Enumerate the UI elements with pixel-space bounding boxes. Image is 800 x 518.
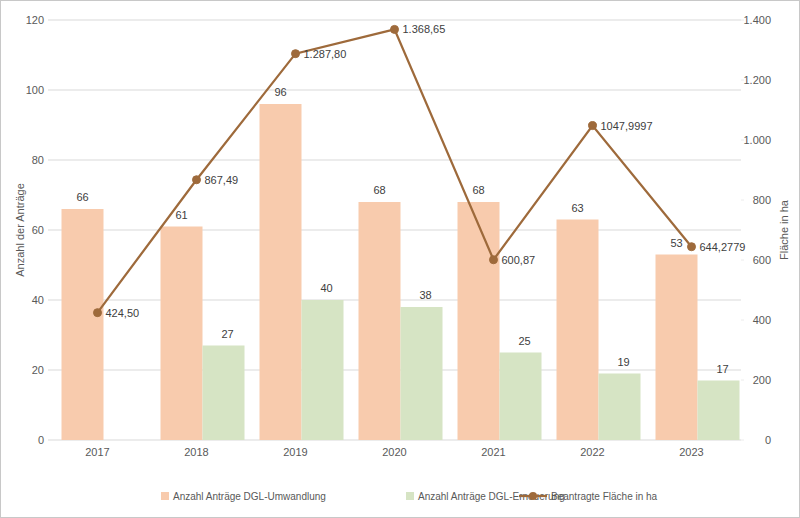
line-label: 1.368,65: [403, 23, 446, 35]
bar: [698, 381, 740, 441]
x-tick-label: 2018: [184, 446, 208, 458]
legend-marker: [529, 492, 537, 500]
line-marker: [94, 309, 102, 317]
line-label: 644,2779: [700, 241, 746, 253]
line-marker: [391, 25, 399, 33]
y-tick-label: 120: [26, 14, 44, 26]
bar: [458, 202, 500, 440]
bar-label: 19: [617, 356, 629, 368]
y2-axis-title: Fläche in ha: [778, 199, 790, 260]
x-tick-label: 2023: [679, 446, 703, 458]
bar: [161, 227, 203, 441]
line-marker: [589, 122, 597, 130]
y-tick-label: 100: [26, 84, 44, 96]
bar: [557, 220, 599, 441]
y2-tick: [741, 440, 744, 441]
legend-label: Anzahl Anträge DGL-Umwandlung: [173, 491, 326, 502]
bar-label: 25: [518, 335, 530, 347]
legend: Anzahl Anträge DGL-Umwandlung Anzahl Antr…: [161, 491, 658, 502]
y-tick-label: 60: [32, 224, 44, 236]
legend-swatch: [406, 492, 414, 500]
x-tick-label: 2019: [283, 446, 307, 458]
bar: [656, 255, 698, 441]
bar-label: 66: [76, 191, 88, 203]
bar-label: 27: [221, 328, 233, 340]
bar: [401, 307, 443, 440]
x-tick-label: 2021: [481, 446, 505, 458]
line-label: 1047,9997: [601, 120, 653, 132]
y2-tick-label: 200: [753, 374, 771, 386]
line-label: 1.287,80: [304, 48, 347, 60]
bar-label: 40: [320, 282, 332, 294]
line-marker: [193, 176, 201, 184]
line-label: 424,50: [106, 307, 140, 319]
line-marker: [688, 243, 696, 251]
line-label: 867,49: [205, 174, 239, 186]
y2-tick-label: 1.200: [743, 74, 771, 86]
y2-tick-label: 1.400: [743, 14, 771, 26]
bar-label: 68: [373, 184, 385, 196]
bar: [500, 353, 542, 441]
legend-swatch: [161, 492, 169, 500]
line-marker: [292, 50, 300, 58]
x-tick-label: 2020: [382, 446, 406, 458]
line-marker: [490, 256, 498, 264]
bar-label: 53: [670, 237, 682, 249]
bar: [359, 202, 401, 440]
bar: [302, 300, 344, 440]
y2-tick-label: 600: [753, 254, 771, 266]
y-tick-label: 80: [32, 154, 44, 166]
x-tick-label: 2022: [580, 446, 604, 458]
legend-label: Anzahl Anträge DGL-Erneuerung: [418, 491, 565, 502]
data-labels: 66 61 96 68 68 63 53 27 40 38 25 19 17 424,50 867,49 1.…: [76, 23, 745, 374]
bar: [62, 209, 104, 440]
y2-tick-label: 0: [765, 434, 771, 446]
bar: [260, 104, 302, 440]
chart-frame: [1, 1, 800, 518]
grid-line: [48, 160, 741, 161]
x-tick-label: 2017: [85, 446, 109, 458]
y2-tick: [741, 200, 744, 201]
y-axis-title: Anzahl der Anträge: [14, 183, 26, 277]
line: [98, 29, 692, 312]
plot-area: [62, 25, 740, 440]
y-tick-label: 40: [32, 294, 44, 306]
y-tick-label: 20: [32, 364, 44, 376]
bar: [203, 346, 245, 441]
y-tick-label: 0: [38, 434, 44, 446]
y2-tick: [741, 320, 744, 321]
bar-label: 61: [175, 209, 187, 221]
y2-tick-label: 400: [753, 314, 771, 326]
y2-tick: [741, 380, 744, 381]
y2-tick-label: 800: [753, 194, 771, 206]
grid-line: [48, 90, 741, 91]
grid-line: [48, 20, 741, 21]
chart-svg: 0 20 40 60 80 100 120 0 200 400 600 800 1.000 1.200 1.…: [0, 0, 800, 518]
bar: [599, 374, 641, 441]
bar-label: 63: [571, 202, 583, 214]
y2-tick-label: 1.000: [743, 134, 771, 146]
bar-label: 96: [274, 86, 286, 98]
bar-label: 17: [716, 363, 728, 375]
line-label: 600,87: [502, 254, 536, 266]
bar-label: 68: [472, 184, 484, 196]
chart-container: 0 20 40 60 80 100 120 0 200 400 600 800 1.000 1.200 1.…: [0, 0, 800, 518]
y2-tick: [741, 260, 744, 261]
legend-label: Beantragte Fläche in ha: [551, 491, 658, 502]
bar-label: 38: [419, 289, 431, 301]
